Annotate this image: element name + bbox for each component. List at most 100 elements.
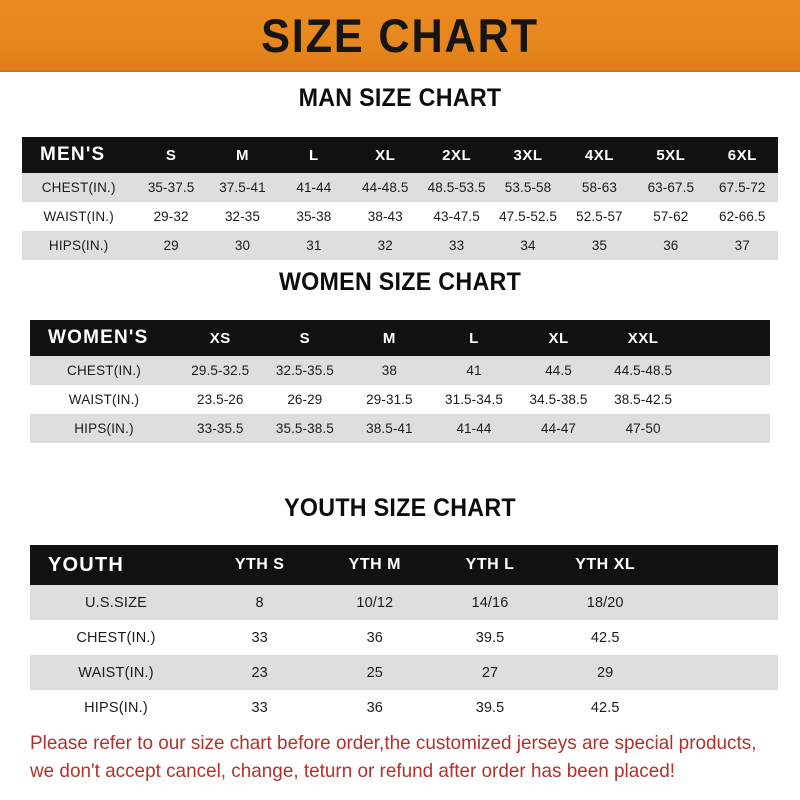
row-value-3: 27 (481, 664, 499, 681)
disclaimer-line-1: Please refer to our size chart before or… (30, 732, 757, 754)
row-value-1: 23.5-26 (197, 392, 244, 407)
row-value-1: 23 (251, 664, 268, 681)
row-value-2: 35.5-38.5 (275, 421, 334, 436)
row-value-5: 34.5-38.5 (529, 392, 588, 407)
table-header-row: WOMEN'S XS S M L XL XXL (30, 320, 770, 356)
row-value-2: 36 (366, 699, 383, 716)
column-header-6: XXL (627, 329, 659, 347)
row-value-4: 41 (466, 363, 482, 378)
table-header-row: YOUTH YTH S YTH M YTH L YTH XL (30, 545, 778, 585)
row-value-1: 33-35.5 (197, 421, 244, 436)
row-label: CHEST(IN.) (76, 629, 156, 646)
row-label: HIPS(IN.) (84, 699, 148, 716)
row-value-2: 30 (234, 238, 251, 253)
row-value-3: 38.5-41 (366, 421, 413, 436)
column-header-1: S (165, 146, 177, 164)
row-value-3: 41-44 (296, 180, 332, 195)
women-section-title: WOMEN SIZE CHART (278, 268, 522, 296)
row-value-6: 47.5-52.5 (499, 209, 558, 224)
table-row: CHEST(IN.) 35-37.5 37.5-41 41-44 44-48.5 48.5… (22, 173, 778, 202)
table-title-cell: WOMEN'S (48, 327, 149, 348)
row-value-1: 33 (251, 629, 268, 646)
row-value-4: 44-48.5 (362, 180, 409, 195)
row-value-3: 35-38 (296, 209, 332, 224)
row-value-2: 10/12 (356, 594, 394, 611)
row-value-1: 29.5-32.5 (191, 363, 250, 378)
table-row: WAIST(IN.) 23.5-26 26-29 29-31.5 31.5-34.5 34… (30, 385, 770, 414)
column-header-9: 6XL (727, 146, 757, 164)
column-header-1: YTH S (234, 556, 285, 573)
row-value-1: 29-32 (153, 209, 189, 224)
youth-size-table: YOUTH YTH S YTH M YTH L YTH XL U.S.SIZE 8 10/1… (30, 545, 778, 725)
youth-size-table-wrapper: YOUTH YTH S YTH M YTH L YTH XL U.S.SIZE 8 10/1… (30, 545, 778, 725)
row-value-3: 38 (381, 363, 398, 378)
row-value-filler (685, 385, 770, 414)
row-value-6: 34 (520, 238, 536, 253)
row-value-4: 18/20 (586, 594, 624, 611)
table-row: CHEST(IN.) 33 36 39.5 42.5 (30, 620, 778, 655)
row-value-filler (663, 620, 778, 655)
row-value-filler (663, 655, 778, 690)
row-value-filler (685, 414, 770, 443)
row-value-6: 38.5-42.5 (614, 392, 673, 407)
row-value-4: 32 (377, 238, 393, 253)
row-value-2: 32.5-35.5 (275, 363, 334, 378)
row-label: WAIST(IN.) (68, 392, 140, 407)
table-row: WAIST(IN.) 29-32 32-35 35-38 38-43 43-47.5 47.… (22, 202, 778, 231)
row-label: WAIST(IN.) (78, 664, 154, 681)
row-value-6: 44.5-48.5 (614, 363, 673, 378)
table-title-cell: YOUTH (48, 553, 124, 576)
column-header-1: XS (209, 329, 231, 347)
row-value-1: 29 (163, 238, 179, 253)
table-row: HIPS(IN.) 33-35.5 35.5-38.5 38.5-41 41-44 44-… (30, 414, 770, 443)
women-size-table-wrapper: WOMEN'S XS S M L XL XXL CHEST(IN.) 29.5-32.5 32.… (30, 320, 770, 443)
youth-section-title: YOUTH SIZE CHART (284, 494, 516, 522)
column-header-4: XL (375, 146, 396, 164)
row-value-5: 44-47 (541, 421, 577, 436)
column-header-4: YTH XL (575, 556, 636, 573)
row-value-filler (663, 690, 778, 725)
table-row: WAIST(IN.) 23 25 27 29 (30, 655, 778, 690)
row-value-8: 57-62 (653, 209, 689, 224)
row-value-2: 25 (366, 664, 383, 681)
table-title-cell: MEN'S (40, 144, 106, 165)
row-value-4: 38-43 (367, 209, 403, 224)
column-header-filler (685, 320, 770, 356)
column-header-7: 4XL (584, 146, 614, 164)
column-header-6: 3XL (513, 146, 543, 164)
disclaimer-line-2: we don't accept cancel, change, teturn o… (30, 760, 676, 783)
row-value-9: 37 (734, 238, 750, 253)
page-banner: SIZE CHART (0, 0, 800, 72)
row-value-3: 29-31.5 (366, 392, 413, 407)
men-section-title: MAN SIZE CHART (298, 84, 502, 112)
row-value-4: 41-44 (456, 421, 492, 436)
column-header-2: M (235, 146, 249, 164)
row-value-7: 58-63 (581, 180, 617, 195)
row-value-2: 37.5-41 (219, 180, 266, 195)
column-header-8: 5XL (656, 146, 686, 164)
column-header-3: L (309, 146, 319, 164)
row-value-3: 39.5 (475, 629, 505, 646)
column-header-3: YTH L (465, 556, 515, 573)
row-label: CHEST(IN.) (67, 363, 141, 378)
row-value-5: 48.5-53.5 (427, 180, 486, 195)
row-value-9: 62-66.5 (719, 209, 766, 224)
row-value-1: 35-37.5 (147, 180, 195, 195)
row-value-4: 31.5-34.5 (444, 392, 503, 407)
row-value-2: 26-29 (287, 392, 323, 407)
row-value-filler (663, 585, 778, 620)
order-disclaimer: Please refer to our size chart before or… (30, 729, 756, 786)
row-value-1: 8 (255, 594, 264, 611)
row-value-filler (685, 356, 770, 385)
column-header-3: M (382, 329, 396, 347)
row-value-7: 35 (591, 238, 608, 253)
row-label: WAIST(IN.) (43, 209, 114, 224)
table-row: U.S.SIZE 8 10/12 14/16 18/20 (30, 585, 778, 620)
table-row: CHEST(IN.) 29.5-32.5 32.5-35.5 38 41 44.5 44.5… (30, 356, 770, 385)
column-header-2: YTH M (348, 556, 401, 573)
row-value-2: 32-35 (224, 209, 260, 224)
row-value-3: 14/16 (471, 594, 509, 611)
column-header-5: 2XL (442, 146, 472, 164)
row-value-5: 33 (449, 238, 465, 253)
